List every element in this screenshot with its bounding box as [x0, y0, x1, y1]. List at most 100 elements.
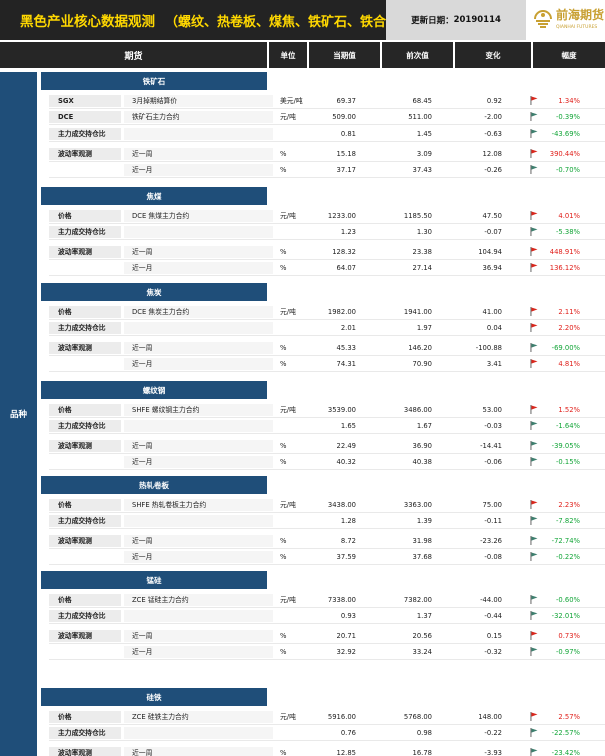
row-separator	[49, 108, 605, 109]
row-contract-background	[124, 246, 273, 258]
row-change: -0.08	[484, 553, 502, 561]
row-previous-value: 1.30	[416, 228, 432, 236]
row-contract: 近一月	[132, 458, 153, 466]
row-unit: %	[280, 248, 287, 256]
flag-down-icon	[530, 441, 538, 450]
row-range-percent: 2.20%	[558, 324, 580, 332]
flag-down-icon	[530, 421, 538, 430]
row-current-value: 509.00	[332, 113, 356, 121]
row-previous-value: 5768.00	[403, 713, 432, 721]
row-label-background	[49, 111, 121, 123]
row-current-value: 128.32	[332, 248, 356, 256]
row-range-percent: 1.52%	[558, 406, 580, 414]
row-contract: 近一月	[132, 360, 153, 368]
row-contract: SHFE 热轧卷板主力合约	[132, 501, 207, 509]
row-label-background	[49, 306, 121, 318]
row-label-background	[49, 610, 121, 622]
row-separator	[49, 417, 605, 418]
row-current-value: 1.65	[340, 422, 356, 430]
row-label: 波动率观测	[58, 749, 92, 756]
row-unit: %	[280, 264, 287, 272]
row-range-percent: -0.39%	[555, 113, 580, 121]
row-range-percent: -7.82%	[555, 517, 580, 525]
row-label-background	[49, 322, 121, 334]
row-separator	[49, 177, 605, 178]
row-contract: 近一月	[132, 648, 153, 656]
row-previous-value: 1185.50	[403, 212, 432, 220]
row-current-value: 20.71	[336, 632, 356, 640]
row-label: 价格	[58, 501, 72, 509]
row-previous-value: 3363.00	[403, 501, 432, 509]
row-unit: 元/吨	[280, 713, 296, 721]
row-current-value: 3539.00	[327, 406, 356, 414]
row-change: -44.00	[480, 596, 502, 604]
logo-chinese-name: 前海期货	[556, 8, 605, 22]
row-range-percent: 2.57%	[558, 713, 580, 721]
row-range-percent: -23.42%	[551, 749, 580, 756]
row-separator	[49, 239, 605, 240]
report-title: 黑色产业核心数据观测	[20, 14, 155, 30]
row-current-value: 1233.00	[327, 212, 356, 220]
row-contract: 铁矿石主力合约	[132, 113, 180, 121]
column-header-range: 幅度	[533, 42, 605, 68]
row-contract-background	[124, 404, 273, 416]
row-separator	[49, 433, 605, 434]
row-contract-background	[124, 456, 273, 468]
row-label-background	[49, 342, 121, 354]
row-change: 47.50	[482, 212, 502, 220]
row-label-background	[49, 226, 121, 238]
row-previous-value: 1.67	[416, 422, 432, 430]
row-current-value: 15.18	[336, 150, 356, 158]
row-contract-background	[124, 164, 273, 176]
row-range-percent: -5.38%	[555, 228, 580, 236]
row-current-value: 0.76	[340, 729, 356, 737]
row-contract-background	[124, 95, 273, 107]
logo-english-name: QIANHAI FUTURES	[556, 25, 598, 30]
row-range-percent: -39.05%	[551, 442, 580, 450]
row-contract-background	[124, 358, 273, 370]
category-vertical-label: 品种	[0, 72, 37, 756]
column-header-futures: 期货	[0, 42, 267, 68]
row-current-value: 5916.00	[327, 713, 356, 721]
row-contract-background	[124, 210, 273, 222]
row-label-background	[49, 747, 121, 756]
row-contract: 近一周	[132, 537, 153, 545]
row-unit: 元/吨	[280, 308, 296, 316]
column-header-previous: 前次值	[382, 42, 453, 68]
row-current-value: 0.93	[340, 612, 356, 620]
column-header-current: 当期值	[309, 42, 380, 68]
row-change: -0.06	[484, 458, 502, 466]
row-label-background	[49, 148, 121, 160]
row-previous-value: 27.14	[412, 264, 432, 272]
row-separator	[49, 223, 605, 224]
row-separator	[49, 528, 605, 529]
row-change: 0.15	[486, 632, 502, 640]
row-previous-value: 7382.00	[403, 596, 432, 604]
row-contract-background	[124, 610, 273, 622]
row-current-value: 45.33	[336, 344, 356, 352]
row-contract-background	[124, 630, 273, 642]
row-previous-value: 511.00	[408, 113, 432, 121]
row-contract: 近一周	[132, 344, 153, 352]
section-header: 硅铁	[41, 688, 267, 706]
row-previous-value: 3486.00	[403, 406, 432, 414]
row-current-value: 37.17	[336, 166, 356, 174]
row-range-percent: 2.23%	[558, 501, 580, 509]
row-label: 波动率观测	[58, 537, 92, 545]
row-contract-background	[124, 646, 273, 658]
section-header: 螺纹钢	[41, 381, 267, 399]
row-current-value: 69.37	[336, 97, 356, 105]
flag-down-icon	[530, 457, 538, 466]
row-previous-value: 36.90	[412, 442, 432, 450]
row-label-background	[49, 420, 121, 432]
row-contract: 近一周	[132, 442, 153, 450]
row-label: 主力成交持仓比	[58, 729, 106, 737]
row-separator	[49, 453, 605, 454]
row-contract-background	[124, 440, 273, 452]
row-contract-background	[124, 306, 273, 318]
section-header: 焦炭	[41, 283, 267, 301]
flag-down-icon	[530, 112, 538, 121]
row-current-value: 1.23	[340, 228, 356, 236]
flag-up-icon	[530, 405, 538, 414]
row-previous-value: 146.20	[408, 344, 432, 352]
